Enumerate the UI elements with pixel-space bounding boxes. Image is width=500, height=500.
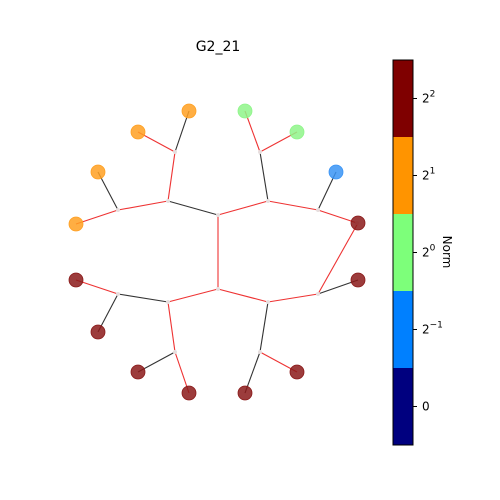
junction-node bbox=[258, 350, 262, 354]
graph-edge bbox=[117, 293, 169, 303]
graph-edge bbox=[267, 293, 319, 303]
leaf-node-dark-red bbox=[181, 385, 197, 401]
leaf-node-dark-red bbox=[350, 272, 366, 288]
junction-node bbox=[316, 208, 320, 212]
graph-edge bbox=[259, 151, 269, 202]
graph-junctions bbox=[116, 150, 359, 354]
colorbar-tick-label: 20 bbox=[422, 244, 436, 260]
junction-node bbox=[266, 300, 270, 304]
colorbar-tick-label: 21 bbox=[422, 167, 435, 183]
junction-node bbox=[258, 150, 262, 154]
leaf-node-dark-red bbox=[68, 272, 84, 288]
graph-edge bbox=[167, 200, 219, 216]
colorbar-segment bbox=[393, 60, 413, 137]
junction-node bbox=[316, 292, 320, 296]
colorbar-label: Norm bbox=[440, 236, 454, 269]
leaf-node-green bbox=[237, 103, 253, 119]
leaf-node-orange bbox=[90, 164, 106, 180]
leaf-node-dark-red bbox=[289, 364, 305, 380]
junction-node bbox=[116, 292, 120, 296]
graph-edges bbox=[75, 110, 359, 394]
graph-leaf-nodes bbox=[68, 103, 366, 401]
graph-edge bbox=[317, 222, 359, 295]
colorbar-tick-label: 2−1 bbox=[422, 321, 443, 337]
graph-edge bbox=[117, 200, 169, 211]
graph-edge bbox=[167, 151, 176, 202]
graph-edge bbox=[167, 301, 176, 353]
leaf-node-dark-red bbox=[350, 215, 366, 231]
colorbar-segment bbox=[393, 214, 413, 291]
junction-node bbox=[173, 350, 177, 354]
junction-node bbox=[216, 287, 220, 291]
junction-node bbox=[216, 213, 220, 217]
colorbar-tick-label: 22 bbox=[422, 90, 435, 106]
junction-node bbox=[173, 150, 177, 154]
graph-edge bbox=[167, 288, 219, 303]
leaf-node-dark-red bbox=[90, 324, 106, 340]
junction-node bbox=[266, 199, 270, 203]
graph-edge bbox=[217, 200, 269, 216]
leaf-node-orange bbox=[181, 103, 197, 119]
colorbar: 0 2−1 20 21 22 Norm bbox=[392, 59, 454, 446]
leaf-node-green bbox=[289, 124, 305, 140]
colorbar-ticks: 0 2−1 20 21 22 bbox=[413, 90, 443, 414]
colorbar-tick-label: 0 bbox=[422, 400, 430, 414]
leaf-node-blue bbox=[328, 164, 344, 180]
junction-node bbox=[116, 208, 120, 212]
leaf-node-dark-red bbox=[237, 385, 253, 401]
colorbar-segment bbox=[393, 137, 413, 214]
junction-node bbox=[166, 300, 170, 304]
graph-edge bbox=[267, 200, 319, 211]
graph-edge bbox=[317, 209, 358, 224]
leaf-node-orange bbox=[130, 124, 146, 140]
colorbar-segment bbox=[393, 291, 413, 368]
leaf-node-orange bbox=[68, 216, 84, 232]
colorbar-segment bbox=[393, 368, 413, 445]
junction-node bbox=[166, 199, 170, 203]
figure-title: G2_21 bbox=[196, 39, 241, 55]
colorbar-segments bbox=[393, 60, 413, 445]
graph-edge bbox=[259, 301, 269, 353]
graph-edge bbox=[217, 288, 269, 303]
leaf-node-dark-red bbox=[130, 364, 146, 380]
